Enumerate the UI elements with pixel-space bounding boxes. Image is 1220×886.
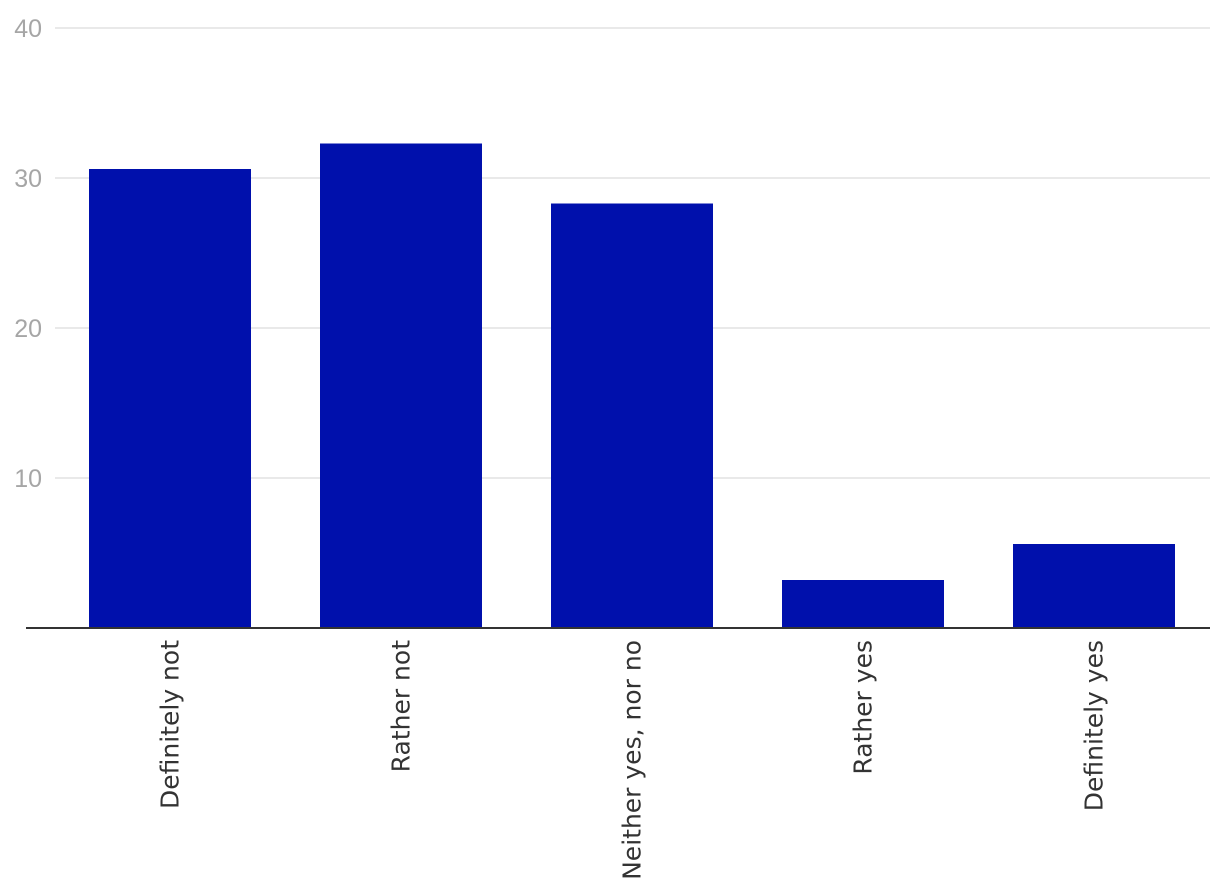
- x-axis-ticks: Definitely not Rather not Neither yes, nor…: [156, 640, 1109, 880]
- y-tick-label: 30: [14, 165, 42, 193]
- x-tick-label: Rather not: [387, 640, 416, 773]
- bar: [551, 203, 713, 628]
- x-tick-label: Neither yes, nor no: [618, 640, 647, 880]
- bar: [782, 580, 944, 628]
- y-tick-label: 40: [14, 15, 42, 43]
- bar: [89, 169, 251, 628]
- x-tick-label: Definitely not: [156, 640, 185, 809]
- bar: [320, 143, 482, 628]
- bars: [89, 143, 1175, 628]
- bar: [1013, 544, 1175, 628]
- y-axis-ticks: 10 20 30 40: [14, 15, 42, 493]
- x-tick-label: Definitely yes: [1080, 640, 1109, 811]
- y-tick-label: 10: [14, 465, 42, 493]
- y-tick-label: 20: [14, 315, 42, 343]
- x-tick-label: Rather yes: [849, 640, 878, 775]
